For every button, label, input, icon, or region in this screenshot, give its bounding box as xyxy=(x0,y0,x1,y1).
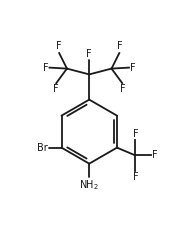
Text: F: F xyxy=(133,129,138,139)
Text: F: F xyxy=(56,41,61,51)
Text: F: F xyxy=(87,49,92,59)
Text: F: F xyxy=(43,63,48,73)
Text: F: F xyxy=(152,150,158,160)
Text: F: F xyxy=(133,172,138,182)
Text: F: F xyxy=(53,84,59,95)
Text: NH$_2$: NH$_2$ xyxy=(79,178,99,192)
Text: F: F xyxy=(120,84,125,95)
Text: F: F xyxy=(130,63,136,73)
Text: F: F xyxy=(117,41,122,51)
Text: Br: Br xyxy=(37,143,48,153)
